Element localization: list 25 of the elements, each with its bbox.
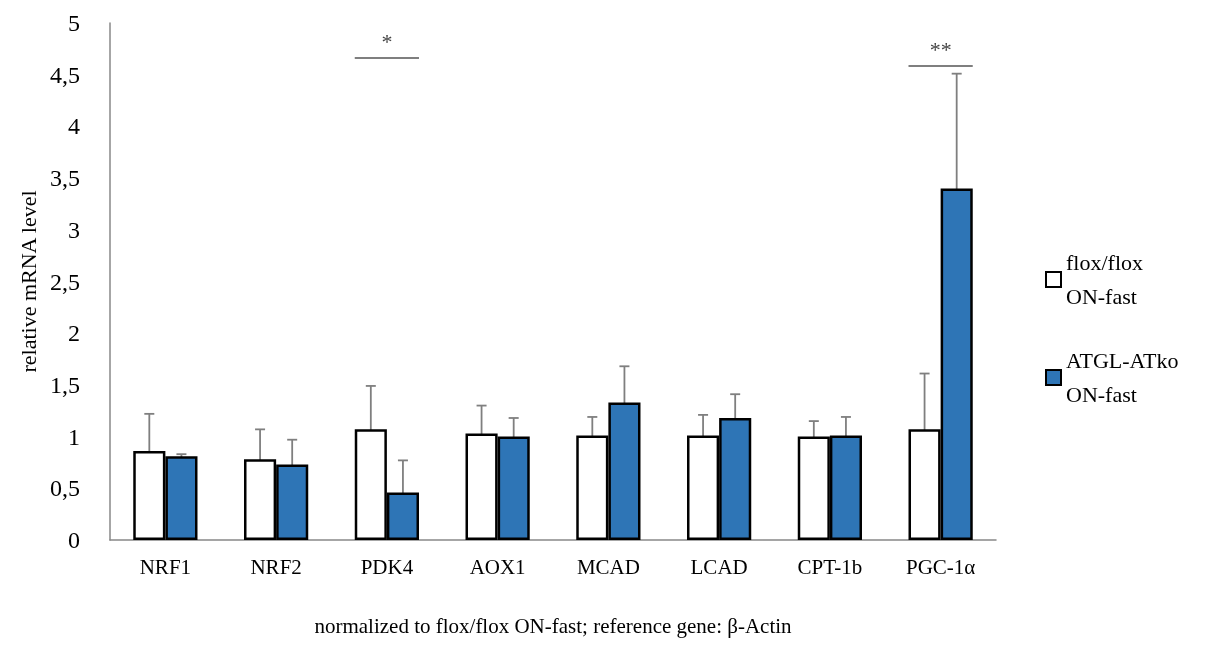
x-axis-title: normalized to flox/flox ON-fast; reference gene: β-Actin: [314, 613, 793, 638]
y-tick-label: 1,5: [50, 371, 80, 398]
x-tick-label: CPT-1b: [797, 554, 863, 579]
y-tick-label: 2,5: [50, 268, 80, 295]
y-tick-label: 3,5: [50, 165, 80, 192]
y-tick-label: 0,5: [50, 475, 80, 502]
x-tick-label: PGC-1α: [905, 554, 976, 579]
y-tick-label: 3: [68, 216, 80, 243]
x-tick-label: LCAD: [690, 554, 748, 579]
y-axis-title: relative mRNA level: [15, 190, 41, 373]
legend-label: ATGL-ATko ON-fast: [1066, 348, 1184, 407]
x-tick-label: MCAD: [576, 554, 640, 579]
x-tick-label: AOX1: [469, 554, 526, 579]
x-tick-label: NRF2: [250, 554, 302, 579]
annotation: **: [929, 36, 952, 62]
y-tick-label: 0: [68, 527, 80, 553]
y-tick-label: 2: [68, 320, 80, 347]
x-tick-label: NRF1: [139, 554, 192, 579]
y-tick-label: 1: [68, 423, 80, 450]
legend-label: flox/flox ON-fast: [1066, 250, 1149, 309]
y-tick-label: 4: [68, 113, 80, 140]
annotation: *: [381, 28, 393, 54]
x-tick-label: PDK4: [360, 554, 414, 579]
y-tick-label: 5: [68, 10, 80, 36]
y-tick-label: 4,5: [50, 61, 80, 88]
